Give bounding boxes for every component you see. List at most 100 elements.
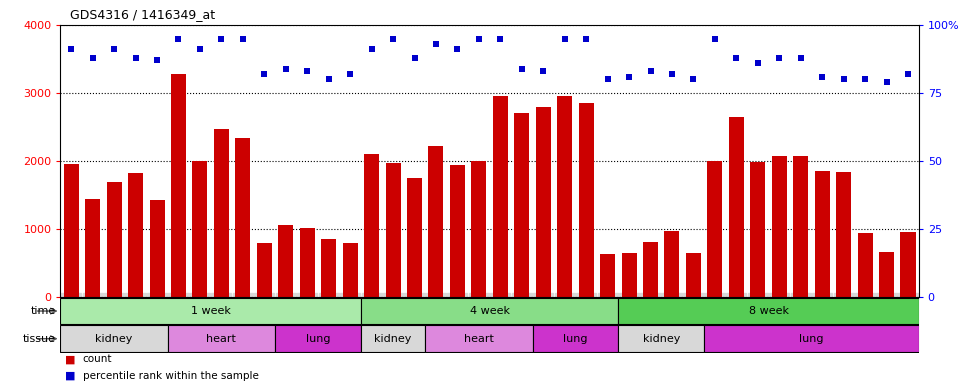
- Bar: [579, 103, 593, 297]
- Bar: [257, 243, 272, 297]
- Bar: [618, 325, 704, 352]
- Point: [621, 74, 636, 80]
- Bar: [60, 298, 361, 324]
- Bar: [63, 164, 79, 297]
- Bar: [428, 146, 444, 297]
- Bar: [85, 199, 100, 297]
- Point: [107, 46, 122, 53]
- Bar: [278, 225, 293, 297]
- Text: kidney: kidney: [374, 334, 412, 344]
- Bar: [107, 182, 122, 297]
- Bar: [751, 162, 765, 297]
- Bar: [533, 325, 618, 352]
- Text: count: count: [83, 354, 112, 364]
- Bar: [900, 232, 916, 297]
- Bar: [492, 96, 508, 297]
- Point: [643, 68, 659, 74]
- Text: kidney: kidney: [95, 334, 132, 344]
- Text: kidney: kidney: [642, 334, 680, 344]
- Point: [235, 35, 251, 41]
- Text: heart: heart: [206, 334, 236, 344]
- Bar: [60, 325, 168, 352]
- Point: [321, 76, 336, 83]
- Bar: [857, 233, 873, 297]
- Text: lung: lung: [799, 334, 824, 344]
- Bar: [621, 253, 636, 297]
- Bar: [536, 107, 551, 297]
- Point: [300, 68, 315, 74]
- Text: tissue: tissue: [23, 334, 56, 344]
- Point: [772, 55, 787, 61]
- Text: time: time: [31, 306, 56, 316]
- Point: [708, 35, 723, 41]
- Bar: [515, 113, 529, 297]
- Bar: [407, 178, 422, 297]
- Point: [428, 41, 444, 47]
- Text: 8 week: 8 week: [749, 306, 788, 316]
- Point: [85, 55, 101, 61]
- Point: [750, 60, 765, 66]
- Bar: [343, 243, 358, 297]
- Point: [171, 35, 186, 41]
- Bar: [471, 161, 487, 297]
- Bar: [192, 161, 207, 297]
- Bar: [364, 154, 379, 297]
- Bar: [708, 161, 722, 297]
- Point: [664, 71, 680, 77]
- Bar: [214, 129, 228, 297]
- Point: [878, 79, 894, 85]
- Point: [471, 35, 487, 41]
- Point: [278, 65, 294, 71]
- Text: lung: lung: [564, 334, 588, 344]
- Point: [536, 68, 551, 74]
- Bar: [643, 242, 658, 297]
- Point: [579, 35, 594, 41]
- Point: [343, 71, 358, 77]
- Text: 1 week: 1 week: [191, 306, 230, 316]
- Point: [364, 46, 379, 53]
- Text: 4 week: 4 week: [469, 306, 510, 316]
- Bar: [729, 117, 744, 297]
- Bar: [879, 252, 894, 297]
- Point: [449, 46, 465, 53]
- Point: [729, 55, 744, 61]
- Bar: [686, 253, 701, 297]
- Bar: [704, 325, 919, 352]
- Text: GDS4316 / 1416349_at: GDS4316 / 1416349_at: [70, 8, 215, 21]
- Bar: [793, 156, 808, 297]
- Bar: [171, 74, 186, 297]
- Point: [515, 65, 530, 71]
- Point: [557, 35, 572, 41]
- Bar: [618, 298, 919, 324]
- Bar: [664, 231, 680, 297]
- Text: ■: ■: [65, 354, 76, 364]
- Bar: [275, 325, 361, 352]
- Bar: [235, 138, 251, 297]
- Point: [836, 76, 852, 83]
- Text: lung: lung: [305, 334, 330, 344]
- Point: [900, 71, 916, 77]
- Point: [814, 74, 829, 80]
- Point: [192, 46, 207, 53]
- Bar: [600, 254, 615, 297]
- Point: [63, 46, 79, 53]
- Point: [407, 55, 422, 61]
- Point: [793, 55, 808, 61]
- Bar: [836, 172, 852, 297]
- Point: [256, 71, 272, 77]
- Point: [385, 35, 400, 41]
- Bar: [557, 96, 572, 297]
- Point: [600, 76, 615, 83]
- Point: [214, 35, 229, 41]
- Bar: [386, 163, 400, 297]
- Point: [128, 55, 143, 61]
- Bar: [300, 228, 315, 297]
- Bar: [322, 239, 336, 297]
- Text: ■: ■: [65, 371, 76, 381]
- Text: percentile rank within the sample: percentile rank within the sample: [83, 371, 258, 381]
- Point: [150, 57, 165, 63]
- Bar: [425, 325, 533, 352]
- Bar: [361, 325, 425, 352]
- Bar: [361, 298, 618, 324]
- Point: [857, 76, 873, 83]
